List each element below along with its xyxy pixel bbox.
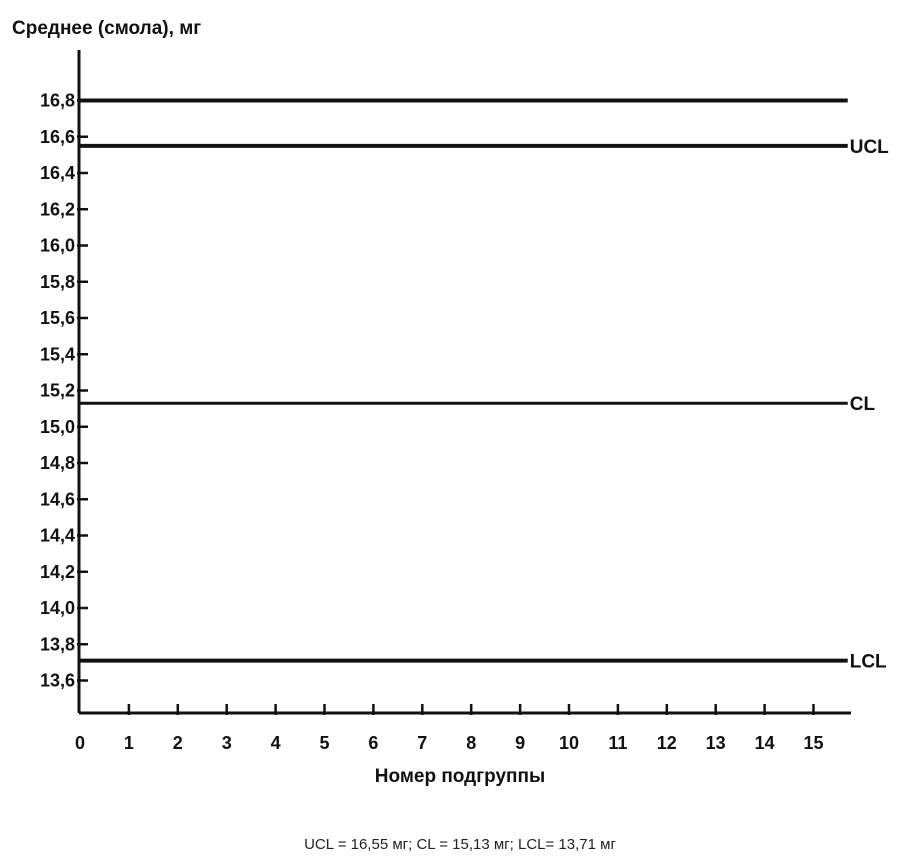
x-axis: 0 1 2 3 4 5 6 7 8 9 10 11 12 13 14 15 <box>75 704 851 753</box>
x-tick-label: 0 <box>75 733 85 753</box>
x-tick-label: 15 <box>803 733 823 753</box>
y-tick-label: 16,4 <box>40 163 75 183</box>
y-tick-label: 13,8 <box>40 634 75 654</box>
y-tick-label: 15,4 <box>40 344 75 364</box>
x-tick-label: 1 <box>124 733 134 753</box>
x-tick-label: 9 <box>515 733 525 753</box>
y-tick-label: 14,6 <box>40 489 75 509</box>
control-line-label-lcl: LCL <box>850 652 887 673</box>
y-tick-label: 14,0 <box>40 598 75 618</box>
y-tick-label: 16,0 <box>40 236 75 256</box>
x-tick-label: 2 <box>173 733 183 753</box>
x-tick-label: 11 <box>608 733 627 753</box>
chart-title: Среднее (смола), мг <box>12 18 201 39</box>
y-axis: 13,6 13,8 14,0 14,2 14,4 14,6 14,8 15,0 15,2 15,4… <box>40 50 88 713</box>
x-tick-label: 8 <box>466 733 476 753</box>
x-tick-label: 4 <box>271 733 281 753</box>
y-tick-label: 15,0 <box>40 417 75 437</box>
y-tick-label: 16,6 <box>40 127 75 147</box>
control-line-label-cl: CL <box>850 394 876 415</box>
x-tick-label: 7 <box>417 733 427 753</box>
y-tick-label: 15,8 <box>40 272 75 292</box>
x-tick-label: 14 <box>755 733 775 753</box>
y-tick-label: 14,4 <box>40 526 75 546</box>
y-tick-label: 13,6 <box>40 671 75 691</box>
y-tick-label: 14,8 <box>40 453 75 473</box>
control-lines: UCL CL LCL <box>79 98 889 673</box>
x-tick-label: 10 <box>559 733 579 753</box>
x-tick-label: 13 <box>706 733 726 753</box>
control-line-label-ucl: UCL <box>850 137 889 158</box>
y-tick-label: 16,8 <box>40 91 75 111</box>
x-axis-label: Номер подгруппы <box>375 766 546 787</box>
x-tick-label: 6 <box>368 733 378 753</box>
chart-caption: UCL = 16,55 мг; CL = 15,13 мг; LCL= 13,7… <box>304 836 616 853</box>
y-tick-label: 16,2 <box>40 199 75 219</box>
y-tick-label: 15,2 <box>40 381 75 401</box>
y-tick-label: 15,6 <box>40 308 75 328</box>
x-tick-label: 3 <box>222 733 232 753</box>
x-tick-label: 5 <box>319 733 329 753</box>
x-tick-label: 12 <box>657 733 677 753</box>
y-tick-label: 14,2 <box>40 562 75 582</box>
